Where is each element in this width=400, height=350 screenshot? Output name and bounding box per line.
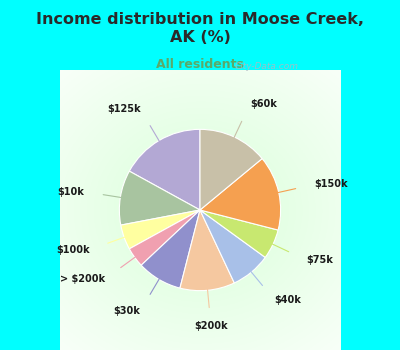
Wedge shape	[200, 210, 278, 257]
Text: $200k: $200k	[194, 321, 228, 331]
Text: > $200k: > $200k	[60, 274, 106, 284]
Wedge shape	[119, 171, 200, 225]
Text: All residents: All residents	[156, 58, 244, 71]
Text: $10k: $10k	[58, 187, 84, 197]
Text: $100k: $100k	[56, 245, 90, 254]
Text: Income distribution in Moose Creek,
AK (%): Income distribution in Moose Creek, AK (…	[36, 12, 364, 45]
Wedge shape	[121, 210, 200, 249]
Text: City-Data.com: City-Data.com	[234, 62, 298, 71]
Wedge shape	[141, 210, 200, 288]
Text: $60k: $60k	[250, 99, 277, 109]
Wedge shape	[200, 159, 281, 230]
Text: $150k: $150k	[314, 180, 348, 189]
Wedge shape	[129, 130, 200, 210]
Wedge shape	[180, 210, 234, 290]
Text: $40k: $40k	[274, 295, 302, 305]
Wedge shape	[129, 210, 200, 265]
Text: $75k: $75k	[306, 255, 333, 265]
Text: $30k: $30k	[114, 306, 140, 316]
Wedge shape	[200, 130, 262, 210]
Wedge shape	[200, 210, 265, 283]
Text: $125k: $125k	[107, 104, 140, 114]
